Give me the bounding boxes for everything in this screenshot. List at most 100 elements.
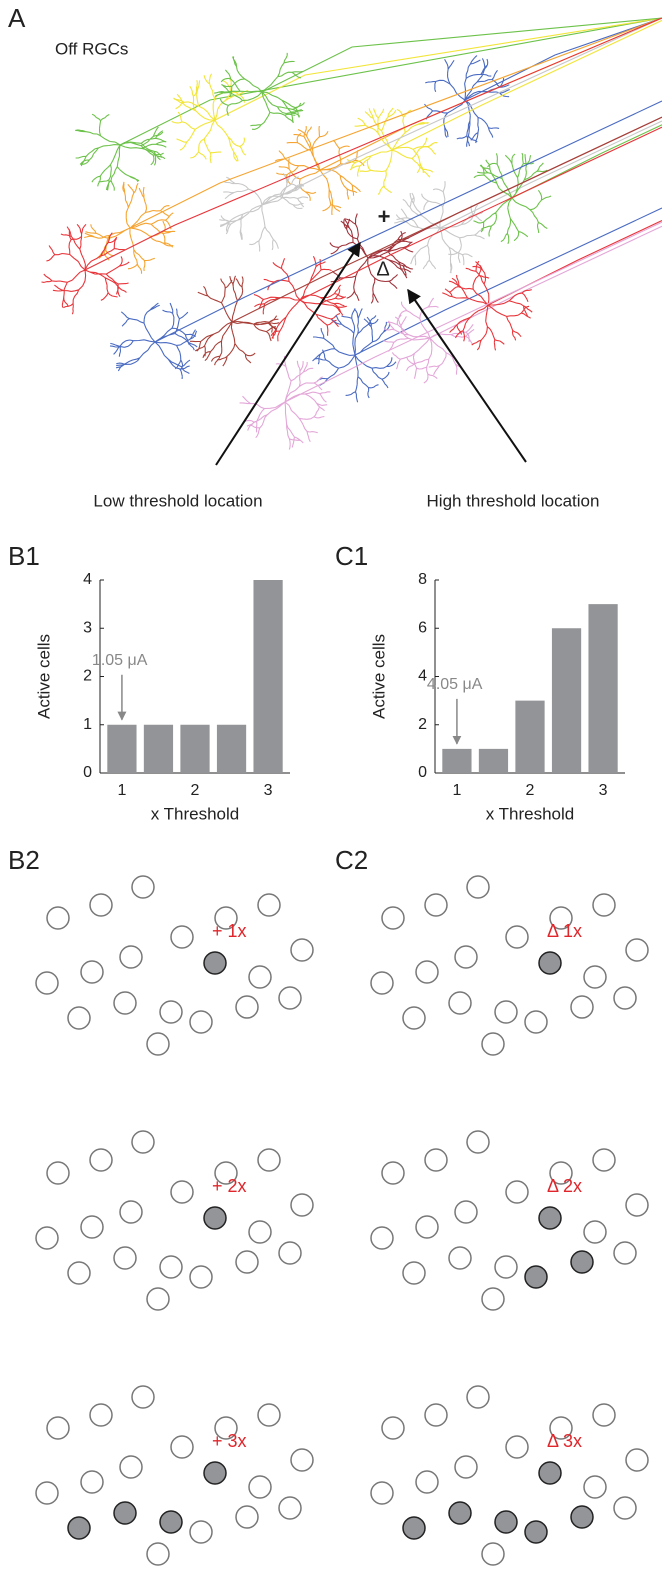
x-tick-label: 2	[191, 782, 200, 799]
stimulus-tag: + 2x	[212, 1176, 247, 1196]
x-axis-label: x Threshold	[151, 804, 240, 823]
panel-label: A	[8, 3, 26, 33]
cell	[549, 906, 573, 930]
ganglion-cell	[239, 221, 662, 450]
bar	[180, 724, 210, 773]
cell	[448, 991, 472, 1015]
ganglion-cell	[171, 17, 662, 164]
x-tick-label: 3	[599, 782, 608, 799]
ganglion-cell	[75, 17, 662, 191]
cell	[278, 986, 302, 1010]
bar	[588, 604, 618, 773]
active-cell	[538, 1206, 562, 1230]
cell	[415, 1470, 439, 1494]
y-tick-label: 2	[418, 716, 427, 733]
ganglion-cell	[214, 17, 662, 130]
cell	[80, 1215, 104, 1239]
cell	[67, 1006, 91, 1030]
panel-label: B2	[8, 845, 40, 875]
active-cell	[524, 1520, 548, 1544]
cell	[613, 1241, 637, 1265]
bar	[551, 628, 582, 773]
cell	[131, 1385, 155, 1409]
cell	[424, 1403, 448, 1427]
cell	[505, 925, 529, 949]
bar	[442, 748, 472, 773]
y-axis-label: Active cells	[34, 634, 53, 719]
active-cell	[524, 1265, 548, 1289]
bar	[253, 580, 283, 773]
cell	[257, 893, 281, 917]
cell	[592, 893, 616, 917]
active-cell	[570, 1250, 594, 1274]
cell	[415, 960, 439, 984]
y-tick-label: 8	[418, 571, 427, 588]
cell	[381, 906, 405, 930]
cell	[454, 945, 478, 969]
active-cell	[159, 1510, 183, 1534]
arrow	[215, 241, 361, 466]
bar	[107, 724, 137, 773]
cell	[592, 1148, 616, 1172]
ganglion-cell	[84, 17, 662, 274]
cell	[505, 1435, 529, 1459]
ganglion-cell	[473, 124, 662, 244]
y-tick-label: 0	[418, 764, 427, 781]
cell	[583, 1475, 607, 1499]
cell	[131, 1130, 155, 1154]
cell	[257, 1148, 281, 1172]
active-cell	[538, 951, 562, 975]
cell	[235, 1505, 259, 1529]
x-tick-label: 3	[264, 782, 273, 799]
cell	[290, 938, 314, 962]
cell	[46, 1161, 70, 1185]
arrow	[407, 288, 527, 463]
ganglion-cell	[424, 17, 662, 147]
cell	[613, 986, 637, 1010]
cell	[189, 1010, 213, 1034]
cell	[524, 1010, 548, 1034]
cell	[592, 1403, 616, 1427]
cell	[415, 1215, 439, 1239]
cell	[494, 1255, 518, 1279]
cell	[189, 1520, 213, 1544]
cell	[214, 1416, 238, 1440]
cell	[159, 1000, 183, 1024]
active-cell	[570, 1505, 594, 1529]
ganglion-cell	[41, 17, 662, 315]
active-cell	[203, 951, 227, 975]
cell	[370, 1226, 394, 1250]
bar	[143, 724, 174, 773]
stimulus-tag: Δ 1x	[547, 921, 582, 941]
y-tick-label: 3	[83, 619, 92, 636]
y-tick-label: 2	[83, 668, 92, 685]
active-cell	[538, 1461, 562, 1485]
cell	[146, 1542, 170, 1566]
cell	[80, 1470, 104, 1494]
cell	[214, 1161, 238, 1185]
stimulus-tag: + 1x	[212, 921, 247, 941]
x-tick-label: 1	[117, 782, 126, 799]
cell	[481, 1032, 505, 1056]
cell	[235, 995, 259, 1019]
cell	[370, 971, 394, 995]
cell	[494, 1000, 518, 1024]
cell	[570, 995, 594, 1019]
cell	[119, 1200, 143, 1224]
cell	[35, 1226, 59, 1250]
cell	[278, 1496, 302, 1520]
annotation: Low threshold location	[93, 491, 262, 510]
plus-marker: +	[378, 204, 391, 229]
cell	[466, 1385, 490, 1409]
y-axis-label: Active cells	[369, 634, 388, 719]
active-cell	[203, 1461, 227, 1485]
cell	[481, 1542, 505, 1566]
cell	[119, 945, 143, 969]
cell	[46, 1416, 70, 1440]
cell	[466, 1130, 490, 1154]
y-tick-label: 4	[83, 571, 92, 588]
cell	[89, 893, 113, 917]
cell	[248, 1220, 272, 1244]
mosaic-title: Off RGCs	[55, 39, 128, 58]
cell	[248, 1475, 272, 1499]
